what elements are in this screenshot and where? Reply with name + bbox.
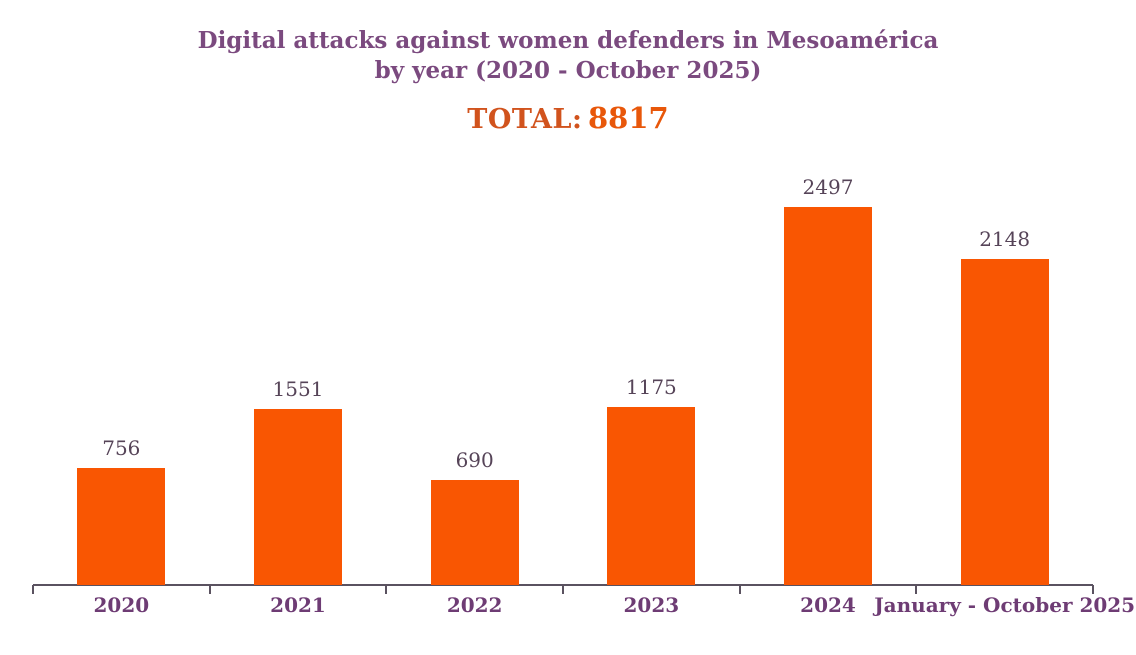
bar-2024 — [784, 207, 872, 585]
chart-title-line2: by year (2020 - October 2025) — [374, 57, 762, 85]
x-axis-label: 2022 — [446, 593, 503, 617]
chart-total: TOTAL: 8817 — [0, 101, 1136, 135]
total-label: TOTAL: — [467, 104, 583, 135]
bar-2021 — [254, 409, 342, 585]
x-axis-tick — [738, 585, 741, 594]
bar-value-label: 1175 — [625, 375, 677, 399]
chart-title: Digital attacks against women defenders … — [0, 26, 1136, 87]
x-axis-label: 2020 — [93, 593, 150, 617]
x-axis-tick — [32, 585, 34, 594]
chart-title-line1: Digital attacks against women defenders … — [197, 27, 939, 54]
bar-value-label: 690 — [455, 448, 494, 472]
x-axis-tick — [208, 585, 211, 594]
bar-january-october-2025 — [960, 259, 1049, 585]
bar-value-label: 756 — [102, 436, 141, 460]
bar-2020 — [77, 468, 166, 585]
total-value: 8817 — [588, 101, 669, 135]
x-axis-label: 2021 — [270, 593, 326, 617]
x-axis-tick — [915, 585, 918, 594]
x-axis-label: January - October 2025 — [874, 593, 1136, 617]
x-axis-tick — [385, 585, 388, 594]
x-axis-tick — [1092, 585, 1094, 594]
bar-2022 — [430, 480, 519, 585]
x-axis-label: 2024 — [800, 593, 856, 617]
x-axis-tick — [562, 585, 564, 594]
bar-value-label: 1551 — [272, 377, 324, 401]
bar-2023 — [607, 407, 696, 585]
bar-value-label: 2497 — [802, 175, 854, 199]
x-axis-label: 2023 — [623, 593, 680, 617]
bar-value-label: 2148 — [979, 227, 1031, 251]
